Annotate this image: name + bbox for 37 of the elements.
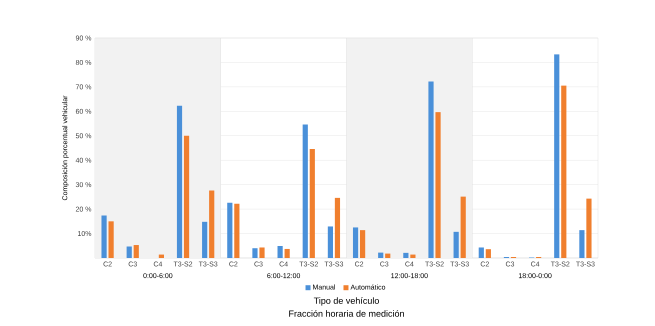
bar	[410, 254, 416, 258]
bar	[403, 252, 408, 258]
bar	[328, 226, 334, 258]
bar	[460, 196, 466, 258]
bar	[579, 230, 585, 258]
bar	[227, 202, 232, 258]
bar	[478, 247, 484, 258]
bar	[561, 86, 566, 258]
bar	[259, 247, 265, 258]
bar	[209, 190, 214, 258]
bar	[454, 232, 459, 258]
bar	[101, 215, 107, 258]
bar	[586, 198, 592, 258]
bar	[352, 227, 358, 258]
bar	[554, 54, 560, 258]
bar	[202, 222, 208, 258]
bar	[278, 246, 283, 258]
bar	[302, 124, 308, 258]
bar	[334, 198, 340, 258]
bar	[435, 112, 441, 258]
bar	[284, 248, 290, 258]
bar	[428, 82, 434, 258]
x-axis-title: Tipo de vehículo	[314, 297, 379, 306]
bar	[126, 246, 132, 258]
bar	[378, 252, 384, 258]
bar	[108, 221, 114, 258]
bar	[252, 248, 258, 258]
bar	[234, 204, 240, 258]
bar	[385, 254, 390, 258]
text: Fracción horaria de medición	[289, 310, 404, 317]
bar	[158, 254, 164, 258]
bar	[184, 136, 190, 258]
bar	[310, 148, 315, 258]
bar	[176, 106, 182, 258]
bar	[486, 249, 491, 258]
bar	[134, 245, 139, 258]
bar	[360, 230, 366, 258]
